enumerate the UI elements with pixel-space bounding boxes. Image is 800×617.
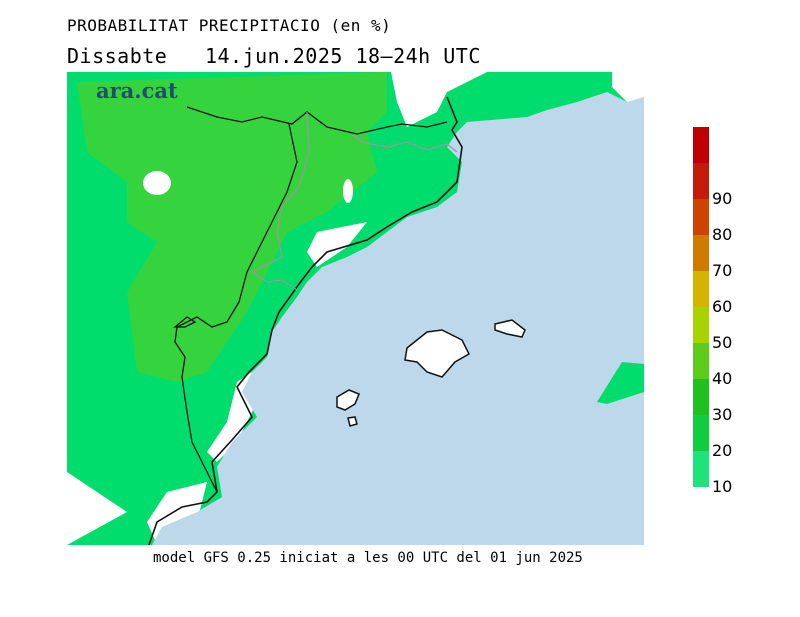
island-formentera xyxy=(347,416,358,427)
border-france-spain xyxy=(186,106,448,135)
island-menorca xyxy=(494,319,526,338)
legend-swatch xyxy=(693,199,709,235)
legend-swatch xyxy=(693,163,709,199)
legend-swatch xyxy=(693,379,709,415)
legend-label: 90 xyxy=(712,189,733,208)
legend-label: 50 xyxy=(712,333,733,352)
legend-swatch xyxy=(693,451,709,487)
legend-swatch xyxy=(693,235,709,271)
legend-label: 40 xyxy=(712,369,733,388)
border-catalonia xyxy=(174,123,298,493)
legend-swatch xyxy=(693,127,709,163)
sea xyxy=(152,92,644,545)
low-prob-area xyxy=(612,72,644,107)
low-prob-area xyxy=(391,72,487,127)
legend-label: 20 xyxy=(712,441,733,460)
andorra-border xyxy=(173,316,197,328)
island-mallorca xyxy=(404,329,470,378)
ara-cat-logo: ara.cat xyxy=(96,78,178,103)
coastline xyxy=(148,96,463,545)
low-prob-area xyxy=(67,472,127,545)
legend-label: 60 xyxy=(712,297,733,316)
province-border xyxy=(250,111,310,291)
legend-swatch xyxy=(693,271,709,307)
province-border xyxy=(351,133,458,153)
island-eivissa xyxy=(336,389,360,411)
legend-label: 80 xyxy=(712,225,733,244)
precipitation-map xyxy=(67,72,644,545)
model-info: model GFS 0.25 iniciat a les 00 UTC del … xyxy=(153,550,583,566)
legend-label: 30 xyxy=(712,405,733,424)
color-legend xyxy=(693,127,709,487)
probability-field-10 xyxy=(597,362,644,404)
low-prob-area xyxy=(343,179,353,203)
legend-label: 70 xyxy=(712,261,733,280)
low-prob-area xyxy=(307,222,367,267)
legend-swatch xyxy=(693,415,709,451)
legend-swatch xyxy=(693,307,709,343)
chart-subtitle: Dissabte 14.jun.2025 18–24h UTC xyxy=(67,44,481,68)
chart-title: PROBABILITAT PRECIPITACIO (en %) xyxy=(67,16,392,35)
legend-label: 10 xyxy=(712,477,733,496)
legend-swatch xyxy=(693,343,709,379)
low-prob-area xyxy=(143,171,171,195)
